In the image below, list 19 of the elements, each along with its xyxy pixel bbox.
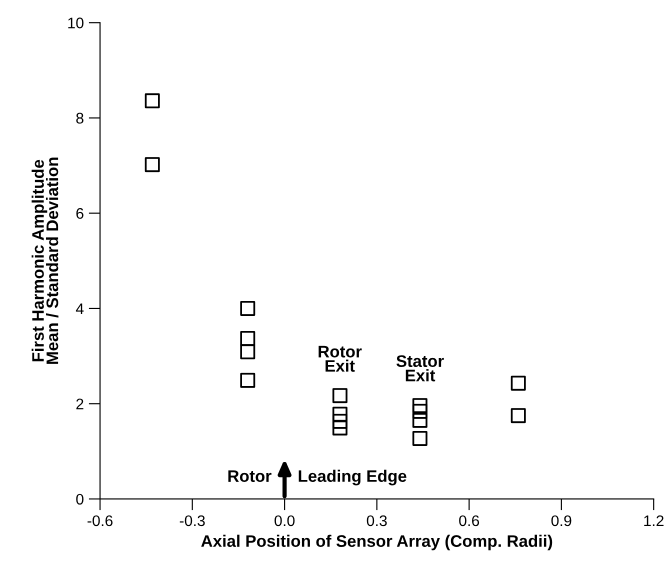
y-axis-title: First Harmonic Amplitude Mean / Standard Deviation xyxy=(32,158,58,364)
annotation: Stator Exit xyxy=(396,355,444,382)
x-tick-label: 0.0 xyxy=(274,515,295,526)
annotation: Rotor xyxy=(228,470,272,482)
y-tick-label: 10 xyxy=(68,18,84,28)
y-tick-label: 4 xyxy=(76,303,84,314)
y-tick-label: 6 xyxy=(76,208,84,219)
annotation: Rotor Exit xyxy=(318,346,362,372)
x-tick-label: 0.6 xyxy=(459,515,480,526)
x-tick-label: -0.3 xyxy=(180,515,205,526)
x-tick-label: 0.9 xyxy=(551,515,572,526)
x-tick-label: -0.6 xyxy=(88,515,113,526)
y-tick-label: 2 xyxy=(76,398,84,410)
x-tick-label: 0.3 xyxy=(366,515,387,526)
y-tick-label: 0 xyxy=(76,494,84,505)
y-tick-label: 8 xyxy=(76,112,84,124)
x-tick-label: 1.2 xyxy=(644,515,664,526)
annotation: Leading Edge xyxy=(298,470,406,486)
x-axis-title: Axial Position of Sensor Array (Comp. Radii) xyxy=(201,534,552,550)
